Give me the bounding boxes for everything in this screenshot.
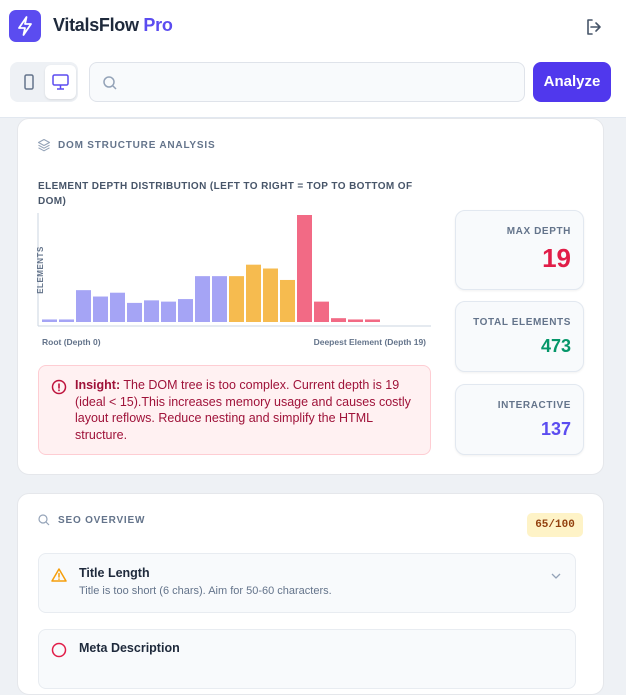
brand: VitalsFlow Pro: [53, 15, 173, 36]
stat-value: 19: [542, 243, 571, 273]
bar: [263, 268, 278, 322]
analyze-button[interactable]: Analyze: [533, 62, 611, 102]
bar: [314, 301, 329, 322]
depth-chart: ELEMENTS Root (Depth 0) Deepest Element …: [36, 213, 431, 347]
logout-icon[interactable]: [584, 17, 604, 37]
desktop-button[interactable]: [45, 65, 76, 99]
stat-card: INTERACTIVE 137: [455, 384, 584, 455]
bar: [59, 319, 74, 322]
x-end-label: Deepest Element (Depth 19): [314, 337, 427, 347]
bar: [348, 319, 363, 322]
stat-label: MAX DEPTH: [506, 226, 571, 237]
layers-icon: [37, 138, 51, 152]
search-small-icon: [38, 514, 50, 526]
logo-icon: [18, 16, 32, 36]
bar: [110, 292, 125, 322]
brand-name: VitalsFlow: [53, 15, 139, 35]
bar: [161, 301, 176, 322]
bar: [144, 300, 159, 322]
stat-card: TOTAL ELEMENTS 473: [455, 301, 584, 372]
stat-value: 137: [540, 419, 571, 439]
bar: [280, 279, 295, 322]
seo-item[interactable]: [38, 629, 576, 689]
card-title: DOM STRUCTURE ANALYSIS: [58, 140, 216, 151]
chevron-icon: [551, 573, 561, 579]
insight-body: The DOM tree is too complex. Current dep…: [75, 378, 411, 442]
bar: [212, 276, 227, 322]
bar: [229, 276, 244, 322]
seo-item[interactable]: [38, 553, 576, 613]
warning-icon: [51, 568, 67, 582]
item-title: Meta Description: [79, 641, 180, 655]
bar: [365, 319, 380, 322]
search-icon: [103, 76, 117, 90]
insight-box: [38, 365, 431, 455]
search-input[interactable]: [89, 62, 525, 102]
bar: [297, 215, 312, 322]
x-start-label: Root (Depth 0): [42, 337, 101, 347]
bar: [195, 276, 210, 322]
item-text: Title is too short (6 chars). Aim for 50…: [79, 585, 332, 597]
bar: [246, 264, 261, 322]
bar: [331, 318, 346, 322]
bar: [178, 299, 193, 322]
insight-text: Insight: The DOM tree is too complex. Cu…: [75, 377, 420, 443]
info-icon: [51, 379, 67, 395]
mobile-button[interactable]: [19, 72, 39, 92]
bar: [127, 302, 142, 322]
score-badge: 65/100: [527, 513, 583, 537]
desktop-icon: [52, 74, 69, 90]
y-axis-label: ELEMENTS: [36, 246, 45, 294]
logo: [9, 10, 41, 42]
insight-label: Insight:: [75, 378, 121, 392]
bar: [93, 296, 108, 322]
stat-card: MAX DEPTH 19: [455, 210, 584, 290]
bar: [76, 290, 91, 322]
brand-badge: Pro: [143, 15, 173, 35]
stat-label: TOTAL ELEMENTS: [473, 317, 571, 328]
chart-title: ELEMENT DEPTH DISTRIBUTION (LEFT TO RIGH…: [38, 181, 413, 207]
error-icon: [51, 642, 67, 658]
bar: [42, 319, 57, 322]
card-title: SEO OVERVIEW: [58, 515, 146, 526]
stat-value: 473: [540, 336, 571, 356]
item-title: Title Length: [79, 566, 150, 580]
stat-label: INTERACTIVE: [497, 400, 571, 411]
